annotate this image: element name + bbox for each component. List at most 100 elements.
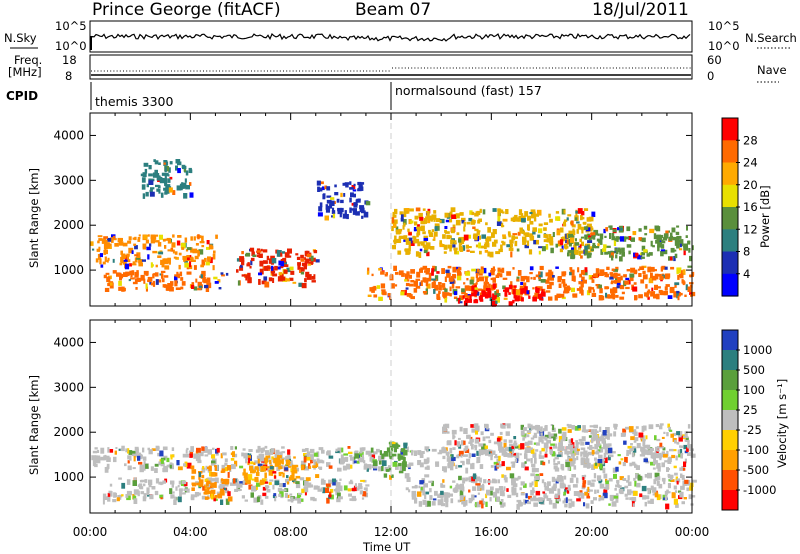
scatter-cell (682, 280, 685, 286)
scatter-cell (538, 276, 541, 280)
scatter-cell (399, 211, 403, 215)
scatter-cell (383, 473, 388, 478)
scatter-cell (401, 467, 406, 472)
scatter-cell (466, 221, 471, 225)
scatter-cell (303, 453, 307, 457)
scatter-cell (621, 247, 625, 253)
scatter-cell (110, 491, 113, 497)
scatter-cell (122, 259, 128, 262)
scatter-cell (148, 484, 152, 488)
scatter-cell (494, 479, 498, 484)
scatter-cell (135, 287, 138, 290)
scatter-cell (587, 446, 592, 450)
scatter-cell (394, 235, 397, 241)
scatter-cell (210, 482, 215, 488)
scatter-cell (680, 445, 684, 448)
scatter-cell (297, 262, 301, 266)
scatter-cell (92, 248, 95, 251)
scatter-cell (572, 293, 576, 297)
scatter-cell (326, 497, 330, 504)
scatter-cell (260, 248, 263, 252)
scatter-cell (420, 241, 425, 246)
scatter-cell (159, 178, 165, 184)
scatter-cell (160, 481, 164, 485)
scatter-cell (205, 490, 208, 493)
y-tick-label: 4000 (53, 128, 84, 142)
scatter-cell (577, 425, 581, 429)
scatter-cell (422, 490, 426, 496)
scatter-cell (186, 271, 192, 275)
scatter-cell (234, 460, 238, 467)
scatter-cell (498, 455, 501, 461)
colorbar-tick-label: 500 (743, 363, 765, 377)
scatter-cell (541, 289, 544, 292)
scatter-cell (249, 247, 255, 252)
scatter-cell (503, 442, 507, 448)
scatter-cell (262, 465, 267, 472)
scatter-cell (236, 484, 240, 489)
scatter-cell (647, 452, 652, 456)
scatter-cell (530, 473, 535, 477)
scatter-cell (609, 276, 614, 280)
scatter-cell (237, 487, 240, 491)
scatter-cell (297, 493, 302, 498)
scatter-cell (651, 287, 654, 291)
scatter-cell (605, 434, 609, 439)
scatter-cell (583, 502, 586, 507)
scatter-cell (610, 288, 613, 294)
scatter-cell (277, 487, 283, 492)
scatter-cell (460, 486, 464, 491)
scatter-cell (641, 425, 645, 432)
scatter-cell (296, 256, 301, 260)
scatter-cell (277, 455, 282, 459)
scatter-cell (173, 499, 177, 505)
colorbar-tick-label: 20 (743, 178, 758, 192)
scatter-cell (348, 451, 353, 454)
scatter-cell (641, 449, 646, 454)
x-axis-label: Time UT (362, 540, 411, 554)
scatter-cell (425, 491, 430, 495)
scatter-cell (160, 259, 163, 265)
scatter-cell (576, 229, 579, 234)
scatter-cell (512, 299, 515, 304)
velocity-colorbar-swatches (722, 330, 738, 511)
scatter-cell (538, 271, 543, 278)
scatter-cell (564, 475, 567, 480)
scatter-cell (157, 255, 162, 258)
scatter-cell (528, 295, 531, 299)
scatter-cell (426, 212, 430, 218)
scatter-cell (564, 449, 568, 455)
scatter-cell (142, 193, 146, 199)
scatter-cell (612, 467, 617, 473)
scatter-cell (579, 238, 582, 242)
scatter-cell (149, 494, 154, 500)
scatter-cell (400, 451, 405, 455)
scatter-cell (681, 241, 684, 247)
scatter-cell (586, 462, 590, 469)
station-title: Prince George (fitACF) (92, 0, 281, 20)
scatter-cell (147, 493, 150, 497)
scatter-cell (661, 462, 665, 468)
scatter-cell (556, 476, 562, 482)
scatter-cell (206, 246, 210, 250)
scatter-cell (118, 272, 122, 278)
scatter-cell (644, 474, 648, 478)
scatter-cell (548, 234, 552, 238)
scatter-cell (639, 493, 643, 498)
scatter-cell (171, 242, 176, 248)
scatter-cell (550, 276, 554, 281)
scatter-cell (643, 425, 647, 431)
scatter-cell (280, 261, 284, 267)
scatter-cell (289, 266, 294, 271)
scatter-cell (444, 423, 450, 429)
scatter-cell (112, 235, 116, 239)
scatter-cell (543, 482, 546, 485)
scatter-cell (618, 488, 624, 494)
scatter-cell (326, 186, 331, 191)
scatter-cell (603, 457, 608, 463)
scatter-cell (132, 237, 136, 240)
scatter-cell (119, 494, 123, 498)
scatter-cell (221, 274, 225, 277)
scatter-cell (549, 281, 554, 286)
scatter-cell (649, 448, 654, 452)
